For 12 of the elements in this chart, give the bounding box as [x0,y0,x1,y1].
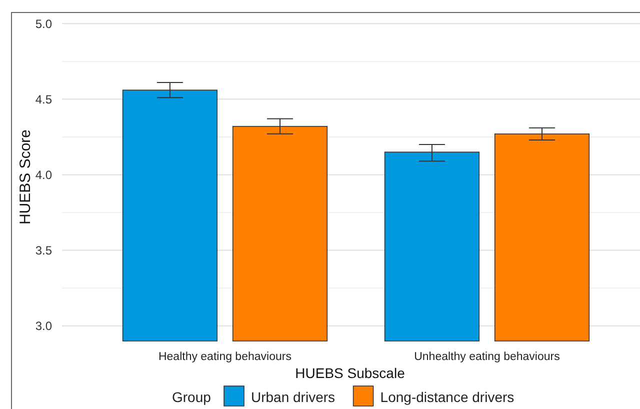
x-tick-label: Unhealthy eating behaviours [414,351,560,363]
y-tick-label: 4.0 [35,168,52,182]
x-tick-label: Healthy eating behaviours [158,351,292,363]
y-tick-label: 5.0 [35,16,52,31]
y-tick-label: 3.0 [35,319,52,334]
legend-title: Group [172,389,212,405]
y-tick-label: 3.5 [35,244,52,258]
y-axis-title: HUEBS Score [17,129,34,225]
legend-label: Urban drivers [251,389,336,405]
legend-label: Long-distance drivers [380,389,514,405]
y-tick-label: 4.5 [35,92,52,106]
x-axis-title: HUEBS Subscale [295,365,406,381]
